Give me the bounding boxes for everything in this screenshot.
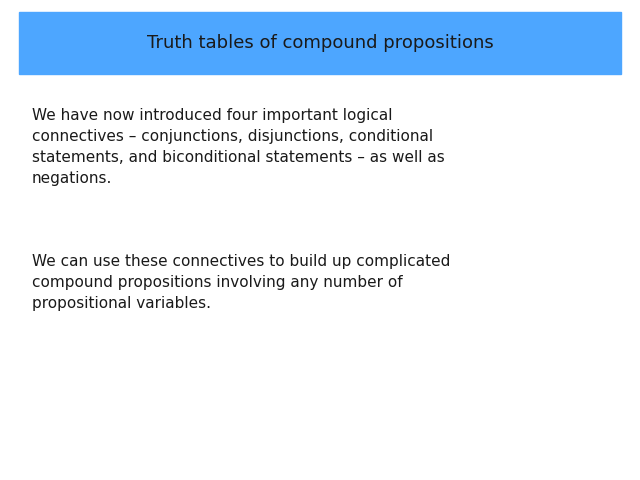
Text: Truth tables of compound propositions: Truth tables of compound propositions bbox=[147, 34, 493, 52]
FancyBboxPatch shape bbox=[19, 12, 621, 74]
Text: We have now introduced four important logical
connectives – conjunctions, disjun: We have now introduced four important lo… bbox=[32, 108, 445, 186]
Text: We can use these connectives to build up complicated
compound propositions invol: We can use these connectives to build up… bbox=[32, 254, 451, 312]
